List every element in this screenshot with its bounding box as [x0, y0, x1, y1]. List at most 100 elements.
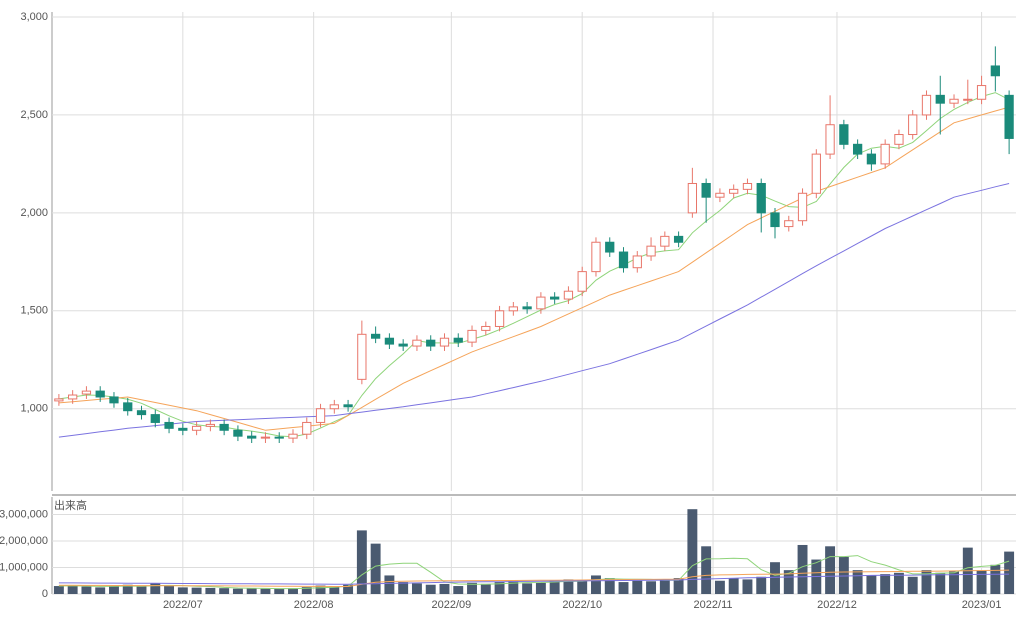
- x-tick-label: 2022/12: [817, 599, 857, 611]
- volume-bar: [246, 588, 257, 594]
- candle-body: [81, 390, 92, 395]
- moving-average-line: [58, 183, 1010, 438]
- candle-body: [247, 435, 257, 439]
- volume-bar: [508, 580, 519, 594]
- candle-body: [68, 394, 78, 400]
- candle-body: [412, 339, 422, 347]
- candle-body: [315, 408, 326, 423]
- volume-bar: [122, 584, 133, 594]
- candle-body: [426, 339, 436, 347]
- candle-body: [123, 402, 133, 412]
- volume-bar: [260, 588, 271, 594]
- candle-body: [618, 251, 629, 269]
- candle-body: [109, 396, 119, 404]
- candle-body: [715, 192, 725, 198]
- volume-bar: [67, 585, 78, 594]
- candle-body: [797, 192, 808, 222]
- y-tick-label: 2,000: [20, 207, 48, 219]
- candle-body: [219, 423, 229, 431]
- candle-body: [191, 425, 202, 431]
- volume-bar: [453, 586, 464, 594]
- volume-bar: [205, 587, 216, 594]
- volume-bar: [632, 580, 643, 594]
- candle-body: [398, 343, 408, 347]
- y-tick-label: 1,000: [20, 403, 48, 415]
- volume-bar: [480, 583, 491, 594]
- candle-body: [880, 143, 890, 165]
- volume-bar: [701, 546, 712, 594]
- candle-body: [894, 134, 904, 145]
- candle-body: [646, 245, 656, 257]
- candle-body: [825, 124, 835, 155]
- volume-bar: [921, 570, 932, 594]
- volume-tick-label: 3,000,000: [0, 508, 48, 520]
- candle-body: [577, 271, 587, 292]
- candle-body: [329, 404, 339, 410]
- y-tick-label: 2,500: [20, 109, 48, 121]
- volume-bar: [343, 584, 354, 594]
- candle-body: [949, 98, 959, 104]
- volume-bar: [742, 579, 753, 594]
- volume-average-line: [58, 573, 1010, 585]
- volume-bar: [164, 586, 175, 594]
- volume-bar: [604, 578, 615, 594]
- volume-bar: [494, 582, 505, 594]
- volume-bar: [315, 585, 326, 594]
- volume-bar: [219, 588, 230, 594]
- candle-body: [605, 241, 615, 253]
- candle-body: [839, 124, 849, 145]
- candle-body: [976, 85, 987, 100]
- volume-average-line: [58, 569, 1010, 587]
- volume-tick-label: 0: [42, 588, 48, 600]
- x-tick-label: 2022/08: [294, 599, 334, 611]
- candle-body: [660, 235, 670, 247]
- candle-body: [701, 182, 711, 198]
- candle-body: [274, 436, 284, 439]
- x-tick-label: 2022/07: [163, 599, 203, 611]
- y-tick-label: 3,000: [20, 11, 48, 23]
- volume-bar: [825, 546, 836, 594]
- volume-bar: [53, 586, 64, 594]
- volume-bar: [618, 582, 629, 594]
- volume-bar: [893, 572, 904, 594]
- volume-bar: [467, 582, 477, 594]
- candle-body: [481, 325, 491, 331]
- volume-bar: [935, 572, 946, 594]
- volume-bar: [384, 575, 395, 594]
- candle-body: [687, 182, 698, 214]
- candle-body: [233, 429, 243, 437]
- candle-body: [136, 410, 147, 416]
- volume-bar: [838, 556, 849, 594]
- candle-body: [935, 94, 945, 104]
- candle-body: [673, 235, 684, 243]
- candle-body: [357, 333, 367, 380]
- volume-bar: [591, 575, 601, 594]
- candle-body: [288, 433, 298, 439]
- volume-bar: [439, 583, 450, 594]
- candle-body: [921, 94, 932, 116]
- candle-body: [384, 337, 395, 345]
- x-tick-label: 2023/01: [962, 599, 1002, 611]
- candle-body: [178, 427, 188, 431]
- volume-bar: [659, 579, 670, 594]
- volume-bar: [411, 583, 422, 594]
- candle-body: [54, 398, 64, 402]
- volume-bar: [522, 583, 533, 594]
- volume-bar: [563, 579, 574, 594]
- volume-bar: [949, 571, 959, 594]
- volume-bar: [880, 574, 891, 594]
- candle-body: [508, 306, 518, 312]
- volume-bar: [177, 587, 188, 594]
- candle-body: [866, 153, 877, 165]
- volume-bar: [646, 581, 657, 594]
- candle-body: [756, 182, 766, 214]
- candle-body: [494, 310, 505, 327]
- candle-body: [536, 296, 546, 310]
- moving-average-line: [58, 92, 1010, 438]
- volume-bar: [95, 587, 106, 594]
- volume-bar: [356, 530, 367, 594]
- candle-body: [95, 390, 105, 398]
- volume-bar: [1004, 551, 1015, 594]
- candle-body: [343, 404, 353, 408]
- volume-tick-label: 1,000,000: [0, 561, 48, 573]
